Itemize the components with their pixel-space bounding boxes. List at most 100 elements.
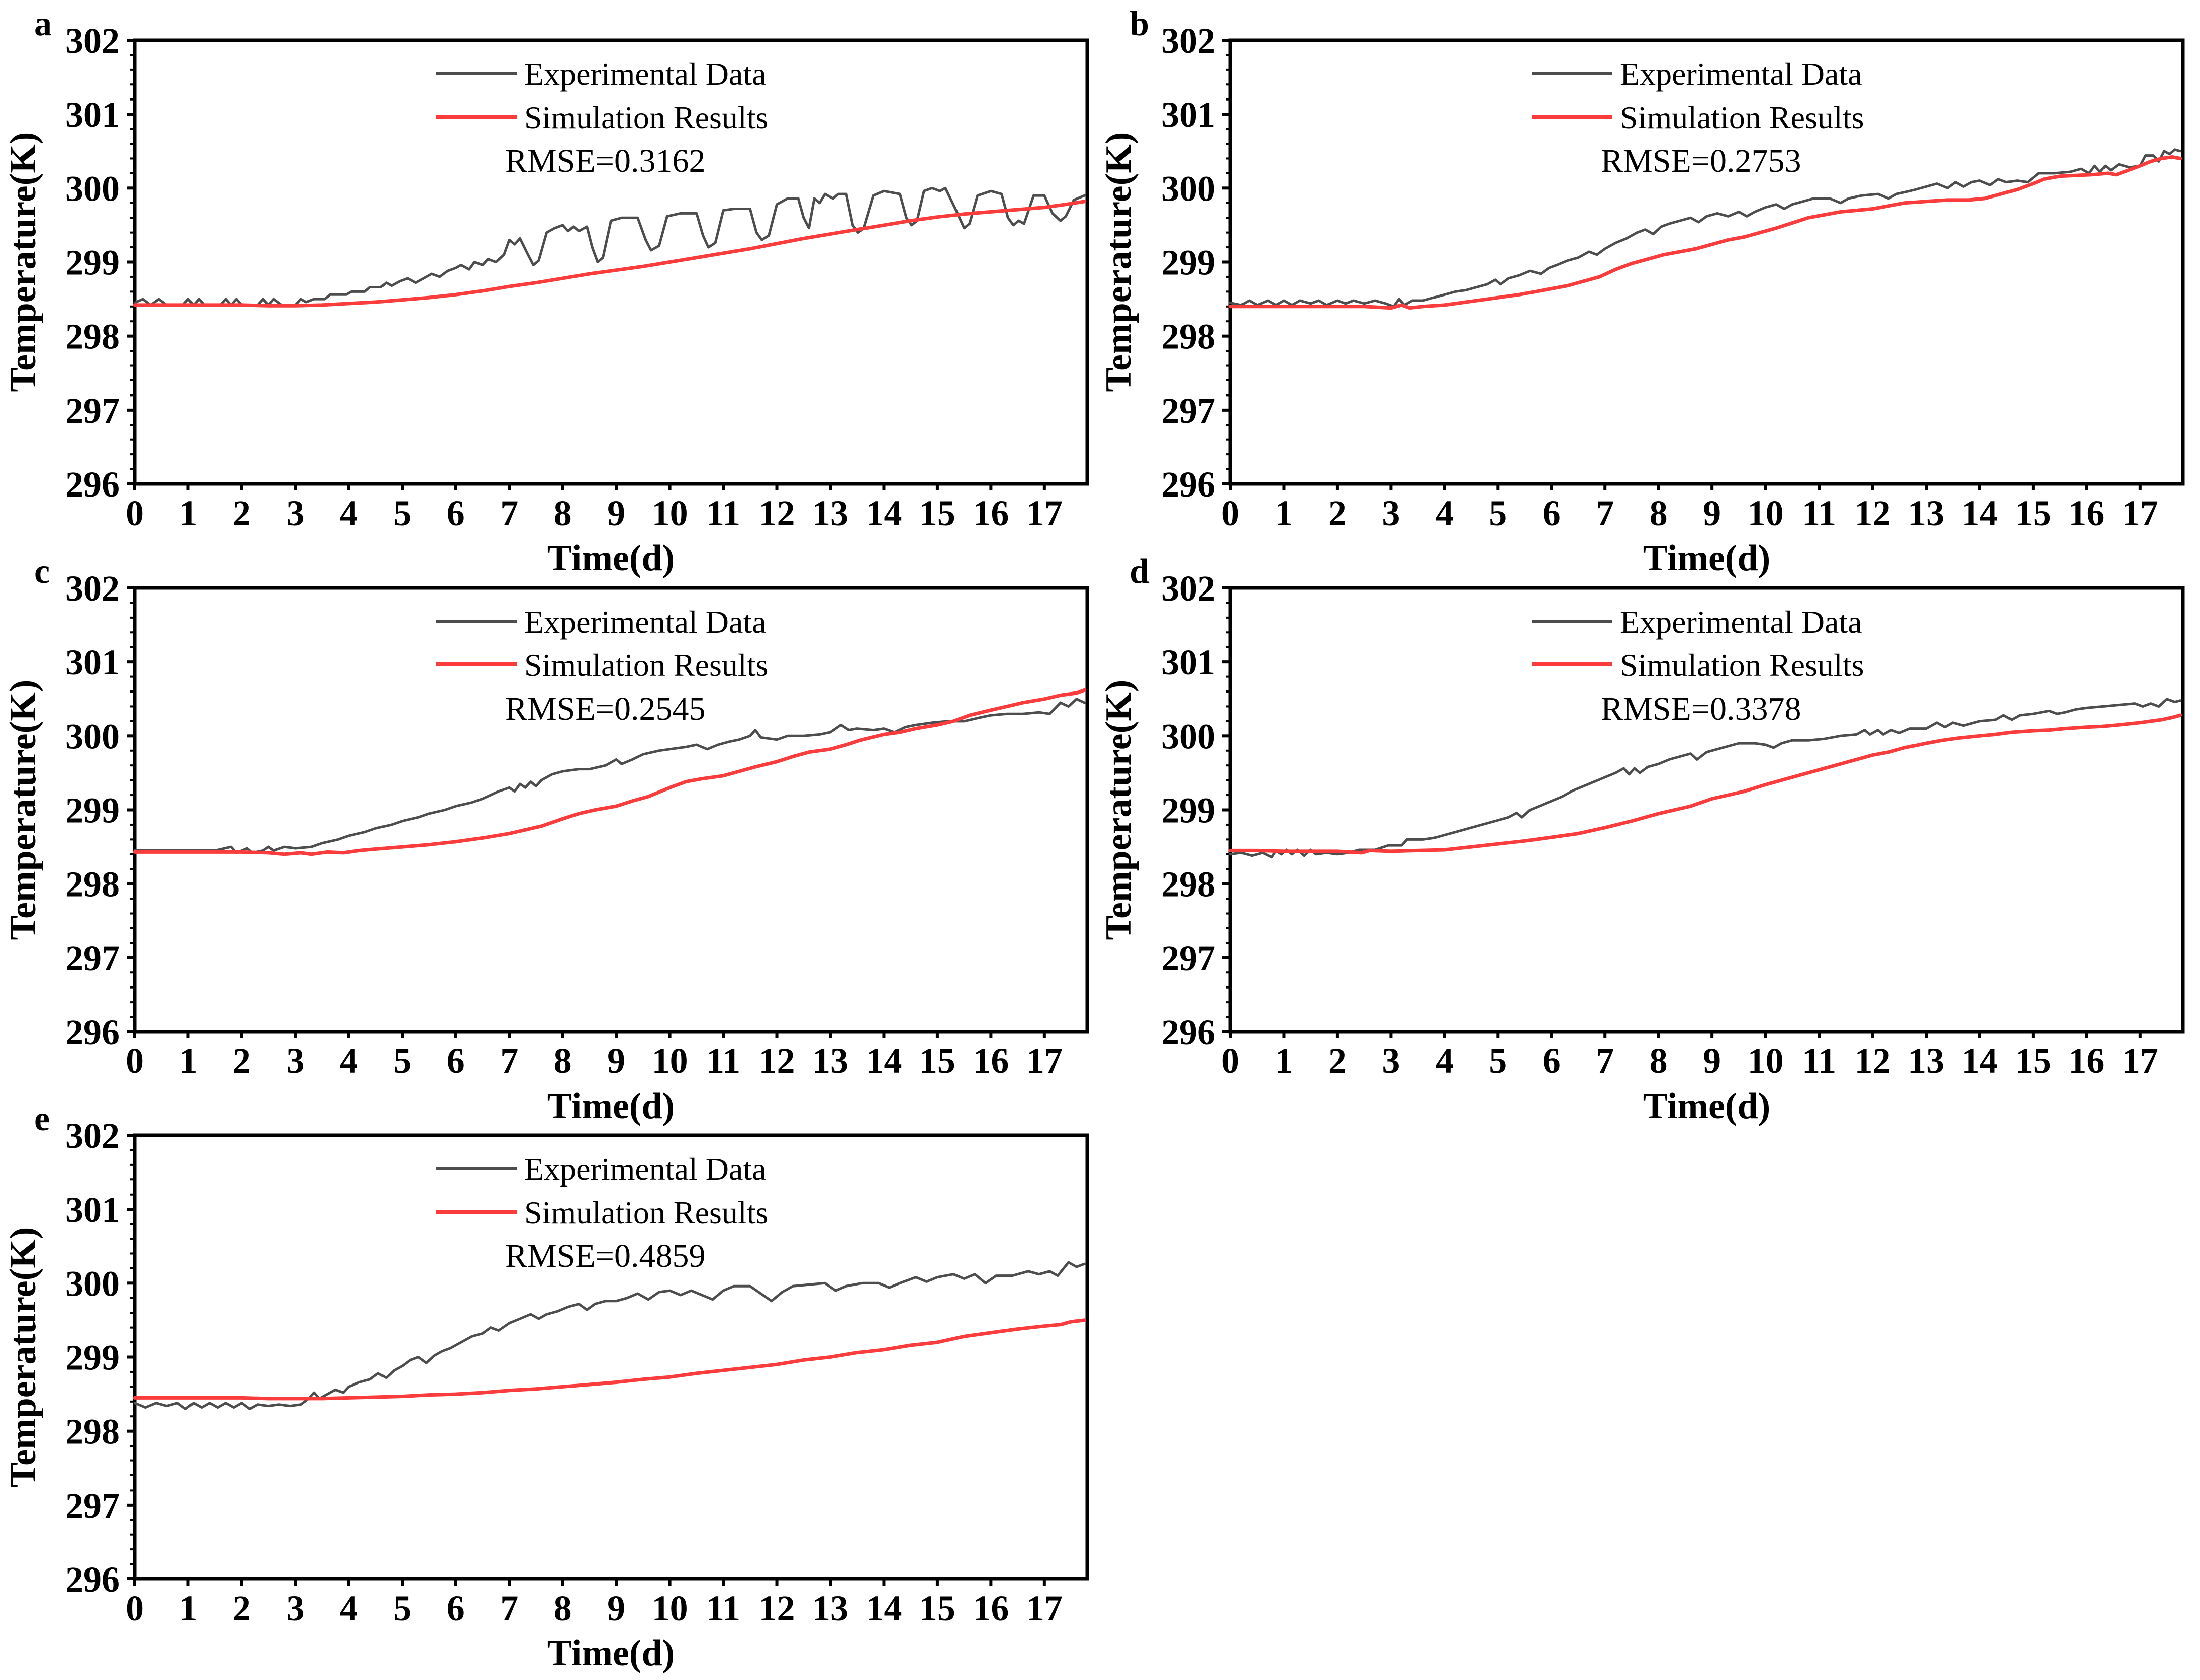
x-tick-label: 13 (1908, 1041, 1944, 1081)
x-tick-label: 14 (866, 1041, 902, 1081)
x-tick-label: 10 (652, 493, 688, 533)
x-tick-label: 0 (126, 493, 144, 533)
x-tick-label: 8 (554, 1588, 572, 1628)
x-tick-label: 1 (179, 1041, 197, 1081)
x-tick-label: 7 (1596, 1041, 1614, 1081)
x-tick-label: 10 (1748, 1041, 1784, 1081)
y-tick-label: 296 (1161, 1012, 1215, 1052)
x-tick-label: 17 (2122, 493, 2158, 533)
x-tick-label: 16 (973, 1588, 1009, 1628)
y-tick-label: 298 (65, 317, 120, 357)
y-tick-label: 301 (1161, 94, 1215, 135)
y-tick-label: 300 (1161, 168, 1215, 209)
x-tick-label: 9 (1703, 493, 1721, 533)
y-tick-label: 297 (65, 938, 120, 978)
legend-label: Experimental Data (1620, 604, 1862, 640)
y-tick-label: 296 (65, 1012, 120, 1052)
y-tick-label: 302 (1161, 21, 1215, 61)
panel-letter: a (34, 5, 52, 43)
x-tick-label: 0 (1221, 1041, 1239, 1081)
x-tick-label: 14 (1961, 1041, 1997, 1081)
y-tick-label: 297 (1161, 390, 1215, 431)
x-tick-label: 5 (393, 1041, 411, 1081)
x-tick-label: 17 (1026, 1041, 1063, 1081)
x-tick-label: 0 (126, 1588, 144, 1628)
x-tick-label: 13 (812, 493, 848, 533)
y-tick-label: 296 (65, 1559, 120, 1600)
x-tick-label: 12 (1855, 493, 1891, 533)
x-tick-label: 1 (179, 493, 197, 533)
x-tick-label: 15 (2015, 493, 2051, 533)
x-tick-label: 11 (706, 493, 740, 533)
x-tick-label: 8 (1650, 1041, 1668, 1081)
legend-label: Simulation Results (1620, 647, 1864, 683)
x-axis-title: Time(d) (1643, 538, 1771, 579)
x-tick-label: 6 (447, 1588, 465, 1628)
x-tick-label: 1 (179, 1588, 197, 1628)
x-tick-label: 12 (759, 493, 795, 533)
y-tick-label: 297 (1161, 938, 1215, 978)
x-tick-label: 4 (1436, 1041, 1454, 1081)
x-tick-label: 4 (340, 1041, 358, 1081)
x-tick-label: 10 (652, 1588, 688, 1628)
x-tick-label: 12 (1855, 1041, 1891, 1081)
x-axis-title: Time(d) (547, 538, 675, 579)
legend-label: Experimental Data (524, 1151, 767, 1187)
experimental-series-line (133, 1261, 1086, 1410)
y-axis-title: Temperature(K) (3, 1227, 44, 1488)
legend-label: Experimental Data (524, 56, 767, 92)
x-tick-label: 8 (1650, 493, 1668, 533)
x-tick-label: 13 (812, 1588, 848, 1628)
simulation-series-line (133, 688, 1087, 856)
x-tick-label: 1 (1275, 493, 1293, 533)
x-tick-label: 14 (1961, 493, 1997, 533)
x-tick-label: 3 (1382, 493, 1400, 533)
panel-letter: c (34, 552, 50, 591)
x-tick-label: 9 (607, 493, 625, 533)
legend-label: Experimental Data (1620, 56, 1862, 92)
x-tick-label: 2 (233, 1588, 251, 1628)
simulation-series-line (1228, 155, 2182, 310)
x-tick-label: 11 (706, 1041, 740, 1081)
x-tick-label: 9 (607, 1041, 625, 1081)
x-tick-label: 6 (447, 1041, 465, 1081)
x-tick-label: 0 (126, 1041, 144, 1081)
y-axis-title: Temperature(K) (3, 132, 44, 392)
x-tick-label: 5 (1489, 493, 1507, 533)
x-tick-label: 0 (1221, 493, 1239, 533)
x-tick-label: 4 (340, 1588, 358, 1628)
experimental-series-line (133, 186, 1086, 307)
x-tick-label: 11 (1802, 493, 1836, 533)
x-tick-label: 11 (1802, 1041, 1836, 1081)
y-tick-label: 298 (1161, 864, 1215, 905)
rmse-annotation: RMSE=0.3162 (505, 143, 705, 179)
x-tick-label: 7 (500, 1041, 518, 1081)
x-tick-label: 9 (607, 1588, 625, 1628)
y-tick-label: 299 (1161, 790, 1215, 831)
y-tick-label: 299 (65, 1338, 120, 1378)
y-tick-label: 301 (65, 94, 120, 135)
x-tick-label: 2 (1328, 493, 1347, 533)
rmse-annotation: RMSE=0.2753 (1601, 143, 1801, 179)
rmse-annotation: RMSE=0.3378 (1601, 690, 1801, 727)
x-tick-label: 16 (973, 493, 1009, 533)
x-axis-title: Time(d) (547, 1085, 675, 1127)
x-tick-label: 8 (554, 493, 572, 533)
y-tick-label: 300 (65, 1263, 120, 1304)
legend-label: Simulation Results (524, 100, 768, 135)
y-tick-label: 302 (1161, 568, 1215, 609)
x-tick-label: 8 (554, 1041, 572, 1081)
x-tick-label: 2 (1328, 1041, 1347, 1081)
y-tick-label: 297 (65, 390, 120, 431)
x-tick-label: 10 (1748, 493, 1784, 533)
y-tick-label: 300 (65, 716, 120, 756)
panel-letter: b (1130, 5, 1150, 43)
y-tick-label: 298 (65, 864, 120, 905)
x-tick-label: 17 (2122, 1041, 2158, 1081)
